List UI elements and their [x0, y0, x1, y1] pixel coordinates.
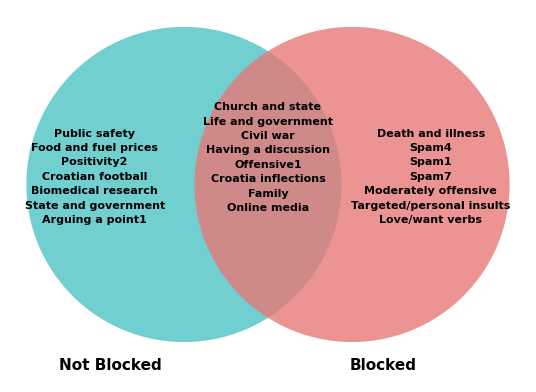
Text: Church and state
Life and government
Civil war
Having a discussion
Offensive1
Cr: Church and state Life and government Civ… — [203, 102, 333, 213]
Ellipse shape — [26, 27, 341, 342]
Text: Public safety
Food and fuel prices
Positivity2
Croatian football
Biomedical rese: Public safety Food and fuel prices Posit… — [25, 129, 165, 225]
Text: Not Blocked: Not Blocked — [59, 358, 162, 373]
Ellipse shape — [195, 27, 510, 342]
Text: Blocked: Blocked — [350, 358, 417, 373]
Text: Death and illness
Spam4
Spam1
Spam7
Moderately offensive
Targeted/personal insul: Death and illness Spam4 Spam1 Spam7 Mode… — [351, 129, 510, 225]
